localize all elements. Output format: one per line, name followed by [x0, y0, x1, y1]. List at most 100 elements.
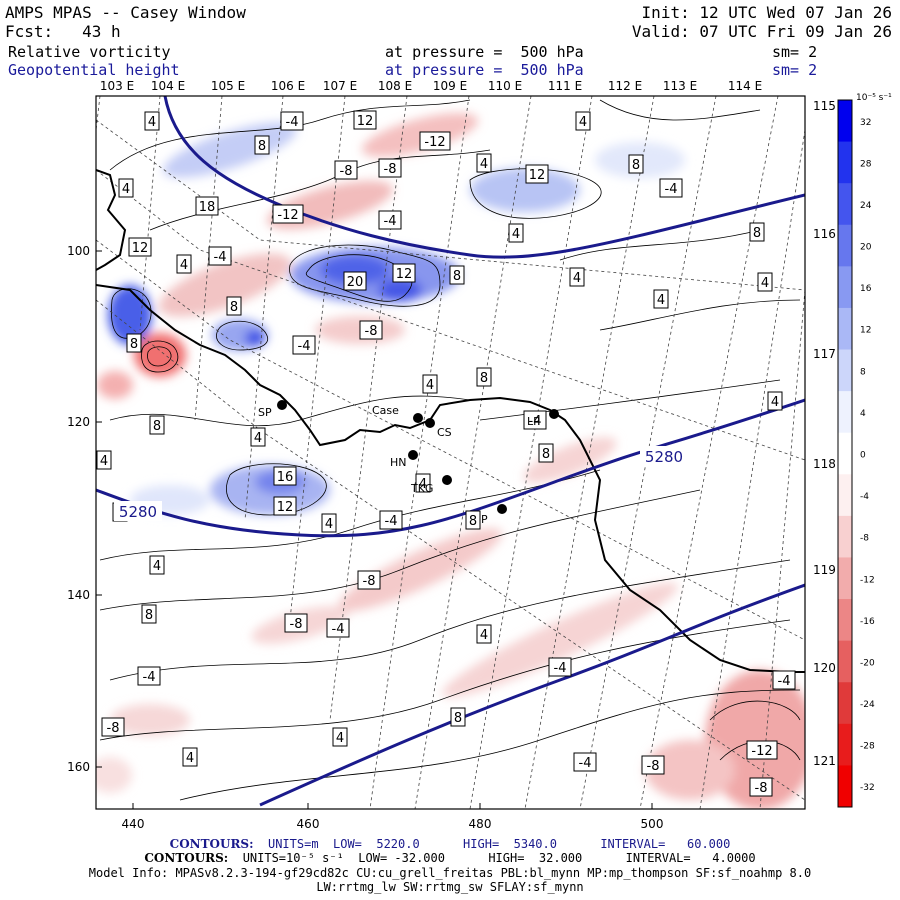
label-box [538, 443, 554, 463]
vorticity-value: 4 [771, 395, 779, 410]
label-box [128, 237, 152, 257]
vorticity-value: 8 [632, 158, 640, 173]
vorticity-value: -4 [529, 414, 542, 429]
colorbar: 10⁻⁵ s⁻¹ 32 28 24 20 16 12 8 4 0 -4 -8 -12 -16 -20 -24 -… [837, 93, 892, 808]
colorbar-swatch [838, 307, 852, 351]
vorticity-contour-label: -4 [378, 210, 402, 230]
init-time: Init: 12 UTC Wed 07 Jan 26 [641, 3, 892, 22]
vorticity-label-layer: 4 12 -4 4 8 -12 -8 -8 4 12 8 -4 4 18 -12 -4 4 8 12 4 -4 20 12 8… [96, 110, 796, 797]
label-box [378, 158, 402, 178]
vorticity-value: -12 [424, 135, 445, 150]
colorbar-label: -16 [860, 617, 875, 627]
field2-level: at pressure = 500 hPa [385, 61, 584, 79]
vorticity-contour-label: -4 [379, 510, 403, 530]
label-box [357, 570, 381, 590]
colorbar-swatch [838, 432, 852, 475]
colorbar-swatch [838, 640, 852, 683]
vorticity-contour-label: 4 [250, 427, 266, 447]
vorticity-value: -4 [332, 622, 345, 637]
label-box [659, 178, 683, 198]
longitude-label: 112 E [608, 79, 642, 93]
vorticity-contour-label: 4 [321, 513, 337, 533]
label-box [118, 178, 134, 198]
vorticity-contour-label: 12 [525, 164, 549, 184]
vorticity-contour-label: 8 [538, 443, 554, 463]
colorbar-label: 32 [860, 118, 871, 128]
vorticity-contour-label: -8 [641, 755, 665, 775]
colorbar-label: -24 [860, 700, 875, 710]
colorbar-label: 28 [860, 159, 872, 169]
vorticity-contour-label: 20 [343, 271, 367, 291]
label-box [415, 473, 431, 493]
vorticity-contour-label: -8 [284, 613, 308, 633]
field1-level: at pressure = 500 hPa [385, 43, 584, 61]
vorticity-contour-label: 8 [749, 222, 765, 242]
vorticity-contour-label: 8 [449, 265, 465, 285]
vorticity-value: -8 [107, 721, 120, 736]
model-info-physics: LW:rrtmg_lw SW:rrtmg_sw SFLAY:sf_mynn [316, 880, 584, 894]
coastline [96, 169, 805, 673]
label-box [548, 657, 572, 677]
colorbar-swatch [838, 349, 852, 392]
label-box [226, 296, 242, 316]
x-tick-label: 440 [122, 817, 145, 831]
x-tick-label: 500 [641, 817, 664, 831]
vorticity-contour-label: 8 [254, 135, 270, 155]
vorticity-value: -8 [340, 164, 353, 179]
colorbar-frame [837, 99, 853, 808]
vorticity-contour-label: 8 [126, 333, 142, 353]
vorticity-contour-label: 12 [353, 110, 377, 130]
colorbar-swatch [838, 224, 852, 267]
vorticity-value: 8 [753, 226, 761, 241]
vorticity-value: -8 [290, 617, 303, 632]
vorticity-contour-info: CONTOURS: UNITS=10⁻⁵ s⁻¹ LOW= -32.000 HI… [144, 851, 756, 865]
vorticity-value: -4 [665, 182, 678, 197]
label-box [450, 707, 466, 727]
vorticity-contour-label: 4 [176, 254, 192, 274]
vorticity-value: 4 [153, 559, 161, 574]
vorticity-value: -4 [384, 214, 397, 229]
label-box [749, 777, 773, 797]
label-box [101, 717, 125, 737]
vorticity-value: 4 [336, 731, 344, 746]
vorticity-value: 8 [230, 300, 238, 315]
label-box [141, 604, 157, 624]
label-box [476, 367, 492, 387]
vorticity-contour-label: 4 [182, 747, 198, 767]
label-box [273, 496, 297, 516]
label-box [272, 204, 304, 224]
vorticity-value: -8 [365, 324, 378, 339]
y-tick-label: 100 [67, 244, 90, 258]
vorticity-value: 12 [277, 500, 294, 515]
colorbar-swatch [838, 141, 852, 184]
colorbar-label: 24 [860, 201, 872, 211]
colorbar-swatch [838, 183, 852, 226]
vorticity-value: 12 [529, 168, 546, 183]
longitude-label: 114 E [728, 79, 762, 93]
station-label: SP [258, 406, 272, 419]
vorticity-value: -4 [778, 674, 791, 689]
vorticity-contour-label: -8 [359, 320, 383, 340]
vorticity-value: 4 [426, 378, 434, 393]
vorticity-value: -4 [298, 339, 311, 354]
label-box [575, 111, 591, 131]
vorticity-value: 8 [542, 447, 550, 462]
vorticity-contour-label: -4 [280, 111, 304, 131]
x-tick-label: 480 [469, 817, 492, 831]
label-box [378, 210, 402, 230]
vorticity-contour-label: -8 [101, 717, 125, 737]
vorticity-contour-label: 8 [141, 604, 157, 624]
label-box [353, 110, 377, 130]
label-box [757, 272, 773, 292]
vorticity-value: 4 [419, 477, 427, 492]
label-box [476, 624, 492, 644]
vorticity-contour-label: 18 [195, 196, 219, 216]
vorticity-value: 8 [258, 139, 266, 154]
vorticity-value: 16 [277, 470, 294, 485]
colorbar-label: -32 [860, 783, 875, 793]
field1-name: Relative vorticity [8, 43, 171, 61]
vorticity-contour-label: -4 [523, 410, 547, 430]
vorticity-contour-label: 4 [575, 111, 591, 131]
plot-area: 4 12 -4 4 8 -12 -8 -8 4 12 8 -4 4 18 -12 -4 4 8 12 4 -4 20 12 8… [96, 96, 805, 809]
